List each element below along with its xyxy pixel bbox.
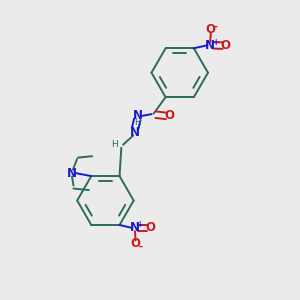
Text: N: N [133,110,143,122]
Text: H: H [111,140,118,148]
Text: O: O [146,221,155,235]
Text: O: O [164,110,174,122]
Text: O: O [206,23,216,36]
Text: -: - [213,22,217,32]
Text: N: N [67,167,77,180]
Text: O: O [220,39,231,52]
Text: +: + [136,220,143,230]
Text: N: N [205,39,215,52]
Text: +: + [212,38,218,47]
Text: N: N [130,126,140,139]
Text: N: N [130,221,140,235]
Text: O: O [130,237,141,250]
Text: -: - [138,242,142,252]
Text: H: H [134,118,140,127]
